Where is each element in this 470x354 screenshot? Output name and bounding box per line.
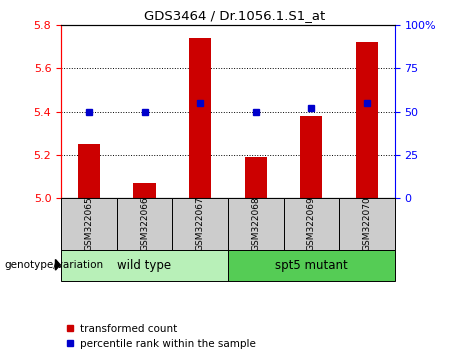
Bar <box>228 198 283 250</box>
Text: GSM322066: GSM322066 <box>140 196 149 251</box>
Bar <box>61 250 228 281</box>
Polygon shape <box>55 259 60 270</box>
Bar <box>189 38 211 198</box>
Bar <box>283 198 339 250</box>
Bar <box>244 157 267 198</box>
Bar <box>61 198 117 250</box>
Bar <box>172 198 228 250</box>
Text: genotype/variation: genotype/variation <box>5 260 104 270</box>
Legend: transformed count, percentile rank within the sample: transformed count, percentile rank withi… <box>66 324 256 349</box>
Text: GSM322067: GSM322067 <box>196 196 204 251</box>
Bar <box>117 198 172 250</box>
Text: wild type: wild type <box>118 259 172 272</box>
Bar <box>339 198 395 250</box>
Bar <box>133 183 156 198</box>
Text: GSM322068: GSM322068 <box>251 196 260 251</box>
Text: spt5 mutant: spt5 mutant <box>275 259 348 272</box>
Text: GSM322065: GSM322065 <box>85 196 94 251</box>
Text: GSM322070: GSM322070 <box>362 196 371 251</box>
Bar <box>356 42 378 198</box>
Bar <box>228 250 395 281</box>
Text: GSM322069: GSM322069 <box>307 196 316 251</box>
Bar <box>78 144 100 198</box>
Bar <box>300 116 322 198</box>
Text: GDS3464 / Dr.1056.1.S1_at: GDS3464 / Dr.1056.1.S1_at <box>144 9 326 22</box>
